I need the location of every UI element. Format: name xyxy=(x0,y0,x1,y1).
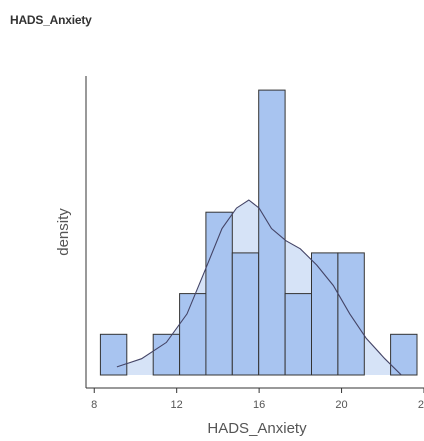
y-axis-label: density xyxy=(55,208,72,256)
x-tick-label: 20 xyxy=(335,399,347,411)
bars-layer xyxy=(99,89,418,376)
x-tick-label: 8 xyxy=(91,399,97,411)
density-curve xyxy=(116,199,402,376)
chart-heading: HADS_Anxiety xyxy=(10,13,92,27)
histogram-bar xyxy=(99,333,128,376)
histogram-bar xyxy=(311,252,339,376)
x-tick-label: 12 xyxy=(171,399,183,411)
histogram-bar xyxy=(284,293,313,376)
x-tick-label: 16 xyxy=(253,399,265,411)
axes-layer xyxy=(85,76,424,389)
density-layer xyxy=(116,199,402,376)
x-axis-label: HADS_Anxiety xyxy=(207,420,307,437)
histogram-bar xyxy=(231,252,260,376)
histogram-bar xyxy=(179,293,207,376)
x-tick-label: 24 xyxy=(418,399,424,411)
histogram-bar xyxy=(258,89,286,376)
histogram-bar xyxy=(337,252,365,376)
histogram-bar xyxy=(152,333,181,376)
x-ticks: 8 12 16 20 24 xyxy=(91,388,424,411)
